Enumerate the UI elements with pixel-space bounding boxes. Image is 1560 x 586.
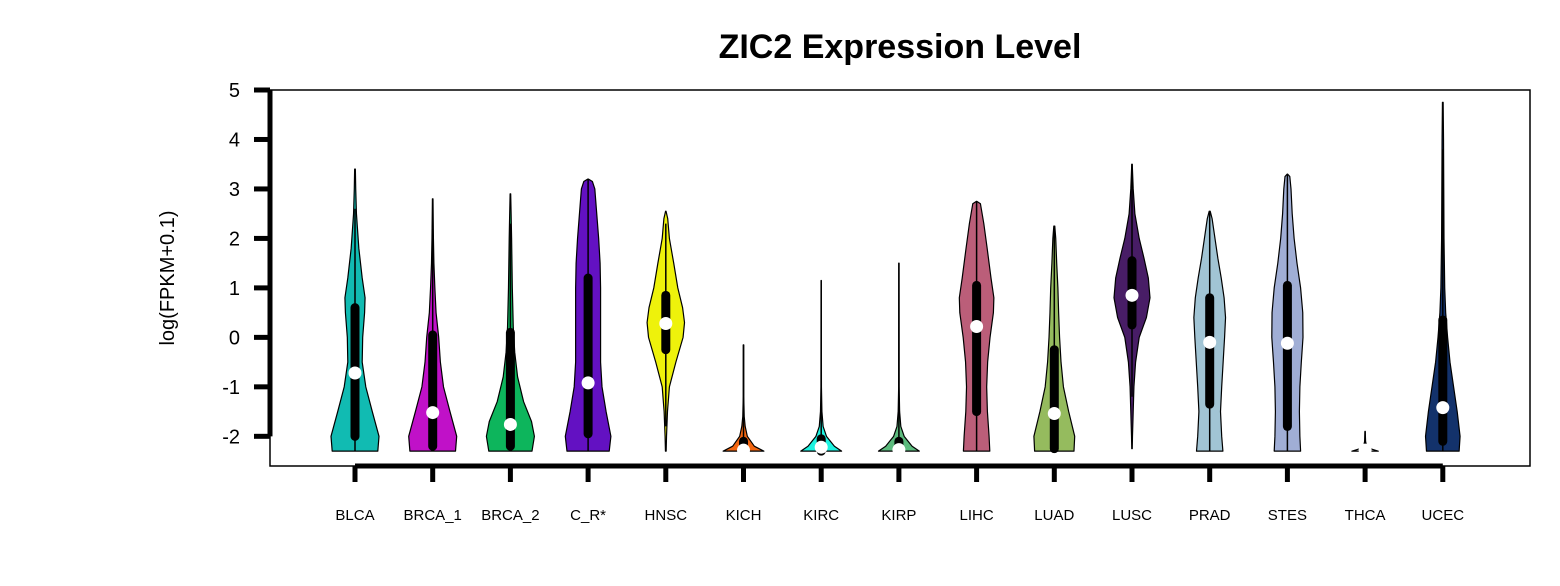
x-tick-label: UCEC	[1422, 507, 1465, 524]
violin-blca	[330, 168, 380, 452]
y-tick-label: 5	[229, 80, 240, 102]
violin-median-point	[426, 406, 440, 420]
y-tick-label: 3	[229, 179, 240, 201]
violins	[330, 101, 1461, 457]
x-tick-label: C_R*	[570, 507, 606, 524]
x-tick-label: BLCA	[335, 507, 374, 524]
violin-lusc	[1113, 163, 1151, 450]
x-tick-label: KICH	[726, 507, 762, 524]
violin-median-point	[1047, 407, 1061, 421]
violin-median-point	[970, 319, 984, 333]
x-tick-label: BRCA_2	[481, 507, 539, 524]
x-tick-label: HNSC	[645, 507, 688, 524]
x-tick-label: LIHC	[960, 507, 994, 524]
violin-kirp	[877, 262, 920, 457]
y-tick-label: 1	[229, 278, 240, 300]
violin-brca-2	[485, 193, 535, 452]
y-tick-label: 2	[229, 228, 240, 250]
violin-thca	[1351, 430, 1379, 457]
violin-median-point	[892, 443, 906, 457]
x-tick-label: LUAD	[1034, 507, 1074, 524]
y-tick-label: 0	[229, 327, 240, 349]
violin-brca-1	[408, 198, 458, 452]
y-tick-label: -2	[222, 426, 240, 448]
violin-median-point	[1436, 401, 1450, 415]
x-tick-label: PRAD	[1189, 507, 1231, 524]
x-tick-label: KIRP	[881, 507, 916, 524]
violin-median-point	[1280, 336, 1294, 350]
violin-ucec	[1424, 101, 1461, 452]
violin-prad	[1193, 210, 1227, 452]
y-axis: -2 -1 0 1 2 3 4 5	[222, 80, 273, 448]
violin-kich	[722, 344, 765, 457]
violin-median-point	[737, 443, 750, 457]
chart-title: ZIC2 Expression Level	[719, 28, 1082, 66]
violin-lihc	[958, 200, 995, 452]
violin-kirc	[800, 279, 843, 456]
violin-median-point	[348, 366, 362, 380]
y-axis-label: log(FPKM+0.1)	[157, 210, 179, 345]
x-tick-label: BRCA_1	[404, 507, 462, 524]
violin-median-point	[581, 376, 595, 390]
x-tick-label: STES	[1268, 507, 1307, 524]
violin-luad	[1033, 225, 1076, 454]
x-tick-label: LUSC	[1112, 507, 1152, 524]
violin-median-point	[1203, 335, 1217, 349]
y-tick-label: 4	[229, 129, 240, 151]
violin-hnsc	[646, 210, 686, 452]
violin-median-point	[659, 317, 673, 331]
y-tick-label: -1	[222, 377, 240, 399]
violin-c-r-	[564, 178, 612, 452]
violin-median-point	[1125, 288, 1139, 302]
x-axis: BLCA BRCA_1 BRCA_2 C_R* HNSC KICH KIRC KIRP LIHC…	[335, 463, 1465, 524]
x-tick-label: THCA	[1345, 507, 1386, 524]
violin-stes	[1271, 173, 1304, 452]
violin-median-point	[814, 440, 828, 454]
violin-median-point	[503, 417, 517, 431]
x-tick-label: KIRC	[803, 507, 839, 524]
violin-median-point	[1358, 443, 1372, 457]
